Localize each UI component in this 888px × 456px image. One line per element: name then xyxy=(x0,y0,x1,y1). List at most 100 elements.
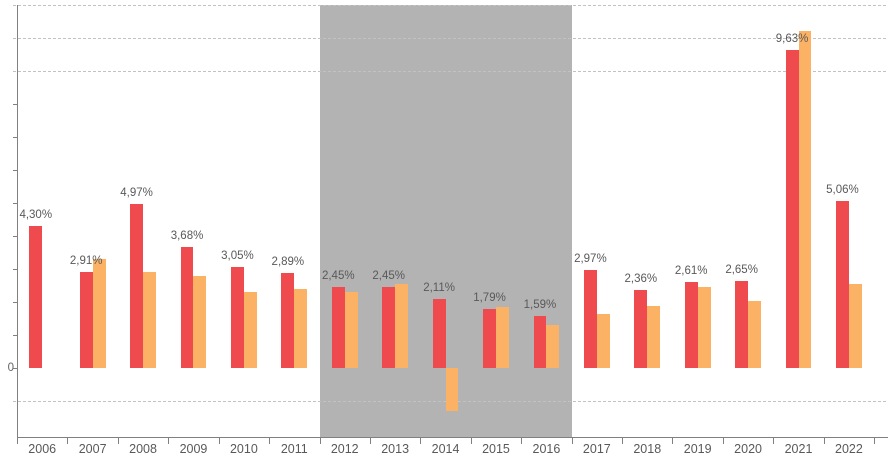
bar-red-2014[interactable] xyxy=(432,298,446,369)
bar-orange-2013[interactable] xyxy=(395,284,409,369)
x-axis-label-2014: 2014 xyxy=(431,442,460,456)
value-label-2018: 2,36% xyxy=(624,273,658,286)
x-tick-0 xyxy=(17,437,18,444)
bar-orange-2007[interactable] xyxy=(92,259,106,369)
bar-red-2022[interactable] xyxy=(836,201,849,369)
value-label-2014: 2,11% xyxy=(423,281,455,294)
x-axis-label-2016: 2016 xyxy=(532,442,561,456)
value-label-2015: 1,79% xyxy=(473,292,506,305)
bar-red-2019[interactable] xyxy=(684,282,698,369)
bar-red-2018[interactable] xyxy=(634,290,648,369)
value-label-2013: 2,45% xyxy=(372,270,405,283)
value-label-2021: 9,63% xyxy=(775,33,809,46)
x-tick-1 xyxy=(67,437,69,444)
y-tick-3pct xyxy=(13,269,17,271)
x-axis-label-2009: 2009 xyxy=(179,442,208,456)
x-axis-label-2020: 2020 xyxy=(734,442,762,456)
bar-red-2008[interactable] xyxy=(130,204,144,369)
x-axis-label-2021: 2021 xyxy=(784,442,813,456)
bar-orange-2010[interactable] xyxy=(243,292,257,369)
x-axis-label-2006: 2006 xyxy=(28,442,57,456)
x-axis-label-2008: 2008 xyxy=(129,442,157,456)
x-axis-label-2007: 2007 xyxy=(78,442,107,456)
value-label-2019: 2,61% xyxy=(674,265,708,278)
bar-red-2016[interactable] xyxy=(533,315,547,369)
x-tick-7 xyxy=(369,437,371,444)
value-label-2016: 1,59% xyxy=(523,298,557,311)
y-tick-8pct xyxy=(13,103,17,105)
y-tick-7pct xyxy=(13,136,17,138)
bar-red-2009[interactable] xyxy=(180,246,194,369)
y-tick-2pct xyxy=(13,302,17,304)
x-tick-16 xyxy=(823,437,825,444)
value-label-2020: 2,65% xyxy=(725,263,758,276)
x-axis-line xyxy=(17,437,888,438)
x-tick-8 xyxy=(420,437,422,444)
value-label-2012: 2,45% xyxy=(321,270,355,283)
bar-red-2015[interactable] xyxy=(483,309,496,369)
x-axis-label-2022: 2022 xyxy=(835,442,863,456)
bar-red-2006[interactable] xyxy=(29,226,43,369)
y-tick-4pct xyxy=(13,236,17,238)
gridline-9pct xyxy=(13,70,888,72)
bar-orange-2021[interactable] xyxy=(798,31,812,369)
x-tick-11 xyxy=(571,437,573,444)
bar-orange-2022[interactable] xyxy=(848,284,862,369)
x-tick-6 xyxy=(319,437,321,444)
bar-orange-2017[interactable] xyxy=(596,313,610,369)
value-label-2011: 2,89% xyxy=(271,255,305,268)
bar-red-2020[interactable] xyxy=(735,280,749,369)
x-axis-label-2017: 2017 xyxy=(582,442,611,456)
bar-red-2017[interactable] xyxy=(583,270,597,369)
highlight-band xyxy=(319,5,572,437)
x-tick-5 xyxy=(269,437,271,444)
bar-orange-2020[interactable] xyxy=(748,300,761,369)
value-label-2008: 4,97% xyxy=(120,187,153,200)
x-tick-17 xyxy=(874,437,876,444)
value-label-2007: 2,91% xyxy=(69,255,103,268)
bar-red-2021[interactable] xyxy=(785,50,799,369)
value-label-2010: 3,05% xyxy=(221,250,254,263)
value-label-2006: 4,30% xyxy=(19,209,53,222)
x-tick-10 xyxy=(521,437,523,444)
bar-orange-2014[interactable] xyxy=(445,368,459,412)
x-axis-label-2012: 2012 xyxy=(330,442,359,456)
bar-orange-2016[interactable] xyxy=(546,325,560,369)
bar-red-2011[interactable] xyxy=(281,272,295,369)
x-axis-label-2019: 2019 xyxy=(683,442,712,456)
x-axis-label-2013: 2013 xyxy=(381,442,410,456)
bar-orange-2012[interactable] xyxy=(344,292,358,369)
x-tick-3 xyxy=(168,437,170,444)
y-tick-5pct xyxy=(13,203,17,205)
bar-orange-2008[interactable] xyxy=(143,272,156,369)
bar-orange-2015[interactable] xyxy=(495,307,509,369)
x-tick-15 xyxy=(773,437,775,444)
bar-red-2007[interactable] xyxy=(79,272,93,369)
y-axis-line xyxy=(17,5,18,437)
x-tick-14 xyxy=(722,437,724,444)
value-label-2017: 2,97% xyxy=(574,253,607,266)
bar-orange-2011[interactable] xyxy=(294,288,308,369)
x-axis-label-2011: 2011 xyxy=(280,442,308,456)
y-tick-1pct xyxy=(13,335,17,337)
x-axis-label-2010: 2010 xyxy=(229,442,258,456)
bar-red-2013[interactable] xyxy=(382,287,396,369)
bar-orange-2009[interactable] xyxy=(193,275,207,369)
x-axis-label-2015: 2015 xyxy=(482,442,510,456)
bar-orange-2018[interactable] xyxy=(647,305,661,369)
x-tick-4 xyxy=(218,437,220,444)
bar-orange-2019[interactable] xyxy=(697,287,711,369)
y-axis-zero-label: 0 xyxy=(7,361,14,374)
y-tick-6pct xyxy=(13,170,17,171)
gridline-11pct xyxy=(13,4,888,6)
x-tick-9 xyxy=(470,437,472,444)
y-tick-0pct xyxy=(13,368,17,370)
bar-red-2012[interactable] xyxy=(331,287,345,369)
bar-red-2010[interactable] xyxy=(230,267,244,369)
gridline-10pct xyxy=(13,37,888,39)
x-axis-label-2018: 2018 xyxy=(633,442,662,456)
x-tick-13 xyxy=(672,437,674,444)
